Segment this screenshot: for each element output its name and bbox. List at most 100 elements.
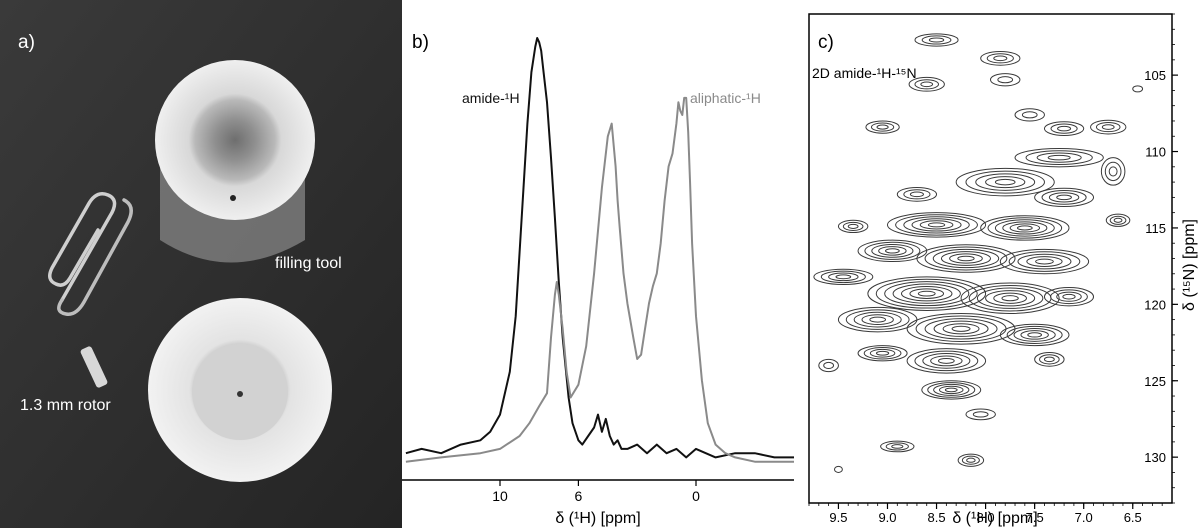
contour-peak	[921, 35, 952, 45]
contour-peak	[999, 323, 1070, 347]
contour-peak	[914, 79, 940, 90]
contour-peak	[914, 33, 959, 47]
contour-peak	[922, 353, 971, 369]
contour-peak	[886, 212, 987, 238]
contour-peak	[1050, 123, 1078, 134]
contour-peak	[990, 73, 1021, 87]
panel-c-ylabel: δ (¹⁵N) [ppm]	[1181, 219, 1198, 311]
contour-peak	[1043, 356, 1055, 363]
contour-peak	[965, 408, 996, 421]
contour-peak	[1034, 351, 1065, 367]
contour-peak	[924, 318, 998, 340]
contour-peak	[1062, 293, 1076, 300]
panel-b-chart: b) 10 6 0 amide-¹H aliphatic-¹H δ (¹H) [ppm]	[402, 32, 794, 527]
contour-peak	[1057, 125, 1072, 132]
contour-peak	[1009, 223, 1041, 233]
panel-b-x-tick-label: 10	[492, 488, 508, 504]
contour-peak	[966, 457, 976, 463]
contour-peak	[987, 217, 1063, 239]
contour-peak	[961, 455, 980, 465]
contour-peak	[847, 223, 859, 229]
contour-peak	[1041, 189, 1087, 205]
contour-peak	[921, 380, 982, 400]
contour-peak	[1043, 121, 1085, 136]
contour-peak	[944, 387, 958, 393]
contour-peak	[955, 167, 1055, 197]
contour-peak	[986, 53, 1014, 64]
contour-peak	[1001, 295, 1019, 302]
panel-a-photo: a) filling tool 1.3 mm rotor	[0, 0, 402, 528]
panel-b-x-tick-label: 0	[692, 488, 700, 504]
contour-peak	[1008, 251, 1081, 272]
panel-c-x-tick-label: 8.0	[977, 510, 995, 525]
contour-peak	[951, 325, 971, 332]
contour-peak	[915, 315, 1007, 343]
rotor-icon	[80, 346, 108, 388]
series-aliphatic-label: aliphatic-¹H	[690, 90, 761, 106]
contour-peak	[892, 283, 961, 304]
contour-peak	[870, 122, 895, 132]
panel-c-x-tick-label: 7.5	[1026, 510, 1044, 525]
contour-peak	[861, 314, 894, 326]
contour-peak	[1027, 332, 1043, 338]
contour-peak	[1056, 194, 1072, 201]
contour-peak	[1034, 187, 1095, 208]
contour-peak	[1043, 287, 1095, 307]
contour-peak	[895, 214, 978, 236]
contour-peak	[818, 358, 839, 373]
contour-peak	[1025, 150, 1093, 166]
panel-a-label: a)	[18, 32, 35, 53]
panel-c-x-tick-label: 6.5	[1124, 510, 1142, 525]
contour-peak	[980, 50, 1021, 66]
contour-peak	[980, 215, 1070, 241]
contour-peak	[896, 186, 938, 202]
contour-peak	[1026, 256, 1063, 267]
panel-c-xlabel: δ (¹H) [ppm]	[952, 510, 1037, 527]
contour-peak	[1047, 154, 1071, 161]
contour-peak	[930, 355, 963, 367]
contour-peak	[949, 253, 983, 264]
contour-peak	[835, 274, 852, 280]
contour-peak	[871, 243, 914, 258]
series-aliphatic-line	[405, 96, 794, 463]
contour-peak	[999, 248, 1090, 275]
contour-peak	[1021, 111, 1038, 119]
panel-b-xlabel: δ (¹H) [ppm]	[555, 510, 640, 527]
contour-peak	[928, 37, 945, 43]
contour-peak	[813, 268, 874, 285]
panel-c-x-tick-label: 9.0	[878, 510, 896, 525]
contour-peak	[869, 348, 896, 358]
contour-peak	[884, 281, 970, 307]
panel-c-chart: c) 2D amide-¹H-¹⁵N 9.5 9.0 8.5 8.0 7.5 7.0 6.5…	[808, 13, 1198, 527]
panel-c-y-tick-label: 120	[1144, 297, 1166, 312]
contour-peak	[820, 270, 866, 284]
contour-peak	[1108, 166, 1118, 177]
filling-tool-label: filling tool	[275, 255, 342, 272]
series-amide-line	[405, 37, 794, 459]
contour-peak	[940, 251, 992, 266]
contour-peak	[917, 290, 936, 297]
contour-peak	[993, 292, 1027, 304]
panel-c-x-tick-label: 8.5	[928, 510, 946, 525]
panel-c-x-tick-label: 9.5	[829, 510, 847, 525]
contour-peak	[1105, 213, 1131, 227]
contour-peak	[1113, 217, 1123, 223]
contour-peak	[1020, 330, 1049, 340]
contour-peak	[938, 385, 964, 395]
panel-b-plot-area: 10 6 0 amide-¹H aliphatic-¹H	[402, 37, 794, 504]
contour-peak	[1100, 157, 1126, 186]
contour-peak	[911, 218, 962, 232]
contour-peak	[1036, 152, 1082, 163]
contour-peak	[1048, 192, 1080, 203]
filling-tool-top	[155, 60, 315, 220]
contour-peak	[942, 323, 980, 335]
contour-peak	[853, 311, 902, 328]
contour-peak	[1132, 85, 1144, 93]
contour-peak	[1006, 325, 1063, 344]
contour-peak	[927, 222, 946, 228]
panel-c-annotation: 2D amide-¹H-¹⁵N	[812, 65, 917, 81]
panel-c-label: c)	[818, 32, 834, 53]
contour-peak	[933, 320, 989, 337]
contour-peak	[842, 221, 864, 231]
